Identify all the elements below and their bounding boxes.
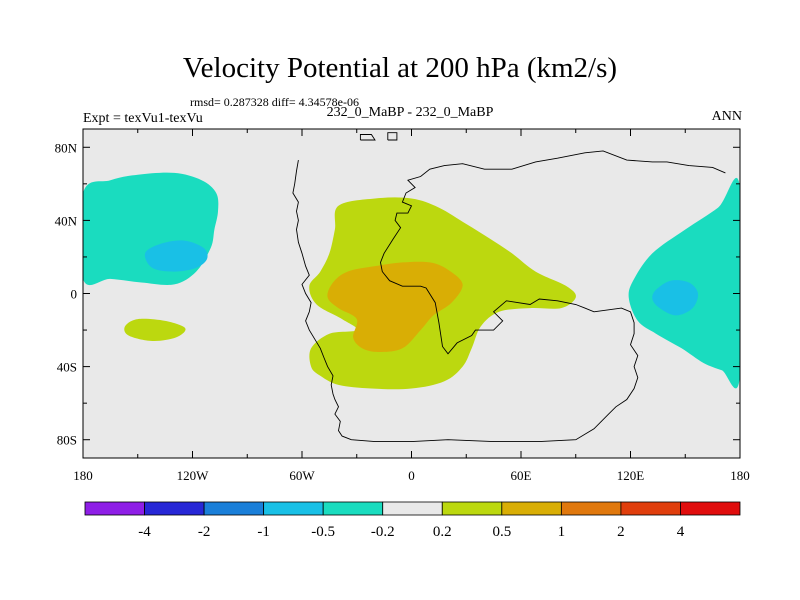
colorbar-swatch: [382, 501, 443, 516]
colorbar-swatch: [144, 501, 205, 516]
contour-region-south-pacific-positive: [124, 318, 186, 342]
coastline-2: [292, 150, 726, 443]
colorbar-swatch: [322, 501, 384, 516]
colorbar-swatch: [441, 501, 503, 516]
y-tick-label: 80N: [55, 140, 78, 155]
y-axis: 80N 40N 0 40S 80S: [55, 140, 740, 448]
experiment-label: Expt = texVu1-texVu: [83, 111, 203, 126]
y-tick-label: 40N: [55, 213, 78, 228]
contour-region-west-pacific-core: [652, 280, 699, 316]
rmsd-diff-stats: rmsd= 0.287328 diff= 4.34578e-06: [190, 95, 359, 109]
contour-fill-layer: [83, 172, 740, 390]
contour-region-north-pacific-negative: [83, 172, 219, 286]
x-tick-label: 0: [408, 468, 415, 483]
colorbar-label: -1: [257, 524, 270, 540]
colorbar-swatch: [263, 501, 324, 516]
colorbar-label: 0.5: [492, 524, 511, 540]
y-tick-label: 0: [71, 287, 78, 302]
colorbar-label: -0.2: [371, 524, 395, 540]
colorbar-swatch: [203, 501, 265, 516]
colorbar-swatch: [501, 501, 562, 516]
colorbar-swatch: [560, 501, 622, 516]
colorbar-label: 1: [558, 524, 566, 540]
contour-region-tropical-positive-core: [327, 261, 463, 352]
x-tick-label: 180: [730, 468, 750, 483]
colorbar-label: 2: [617, 524, 625, 540]
continent-outline-layer: [292, 132, 726, 443]
colorbar-label: -0.5: [311, 524, 335, 540]
colorbar-swatch: [84, 501, 145, 516]
x-axis: 180 120W 60W 0 60E 120E 180: [73, 129, 750, 483]
case-comparison-label: 232_0_MaBP - 232_0_MaBP: [326, 105, 494, 120]
y-tick-label: 40S: [57, 360, 77, 375]
coastline-1: [387, 132, 398, 141]
colorbar-label: -4: [138, 524, 151, 540]
coastline-0: [359, 134, 376, 141]
colorbar-swatch: [680, 501, 741, 516]
y-tick-label: 80S: [57, 433, 77, 448]
colorbar: -4 -2 -1 -0.5 -0.2 0.2 0.5 1 2 4: [84, 501, 741, 540]
x-tick-label: 60W: [289, 468, 315, 483]
chart-title: Velocity Potential at 200 hPa (km2/s): [182, 52, 618, 84]
contour-region-north-pacific-core: [144, 240, 208, 272]
season-label: ANN: [711, 109, 742, 124]
colorbar-label: -2: [198, 524, 211, 540]
colorbar-label: 0.2: [433, 524, 452, 540]
x-tick-label: 60E: [511, 468, 532, 483]
x-tick-label: 120E: [617, 468, 645, 483]
x-tick-label: 120W: [177, 468, 210, 483]
colorbar-swatch: [620, 501, 681, 516]
x-tick-label: 180: [73, 468, 93, 483]
colorbar-label: 4: [677, 524, 685, 540]
